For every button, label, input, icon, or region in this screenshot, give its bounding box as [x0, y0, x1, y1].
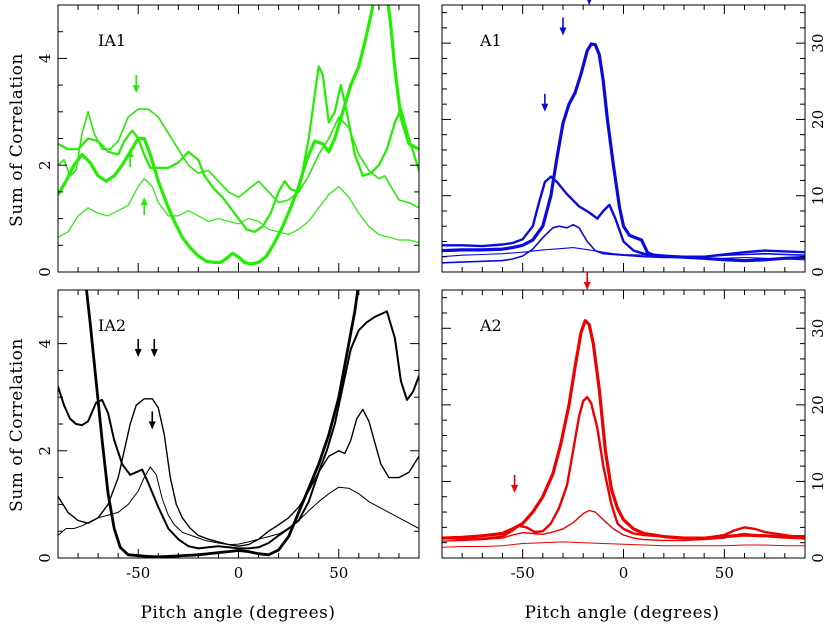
x-axis-title-left: Pitch angle (degrees) — [140, 603, 335, 623]
ia1-y-tick-label: 4 — [36, 54, 54, 64]
a1-y-tick-label: 0 — [809, 267, 827, 277]
ia2-x-tick-label: -50 — [126, 564, 150, 582]
ia1-arrow-1 — [132, 75, 140, 94]
a1-panel-label: A1 — [479, 31, 502, 50]
ia1-series-line-4 — [58, 5, 419, 266]
a2-series-line-1 — [442, 541, 805, 548]
ia2-arrow-1 — [134, 339, 142, 357]
a2-y-tick-label: 0 — [809, 553, 827, 563]
a2-series-group — [442, 319, 805, 548]
ia2-y-tick-label: 4 — [36, 339, 54, 349]
x-axis-title-right: Pitch angle (degrees) — [524, 603, 719, 623]
ia2-x-tick-label: 50 — [329, 564, 348, 582]
a2-panel-label: A2 — [479, 316, 502, 335]
ia1-series-group — [58, 5, 419, 266]
ia1-y-tick-label: 2 — [36, 160, 54, 170]
ia2-y-tick-label: 0 — [36, 553, 54, 563]
ia2-arrow-2 — [150, 339, 158, 357]
a1-arrow-1 — [587, 0, 592, 5]
a1-y-tick-label: 20 — [809, 110, 827, 129]
ia2-series-line-2 — [58, 398, 419, 547]
ia2-x-tick-label: 0 — [234, 564, 244, 582]
ia1-series-line-3 — [58, 65, 419, 233]
a1-series-line-1 — [442, 247, 805, 261]
ia1-y-tick-label: 0 — [36, 267, 54, 277]
a2-arrow-2 — [511, 474, 519, 493]
a1-series-line-4 — [442, 42, 805, 263]
a1-y-tick-label: 30 — [809, 34, 827, 53]
y-axis-title-bottom: Sum of Correlation — [7, 338, 27, 512]
a2-x-tick-label: -50 — [511, 564, 535, 582]
a1-series-line-3 — [442, 175, 805, 258]
ia2-arrow-3 — [148, 411, 156, 430]
ia1-series-line-1 — [58, 178, 419, 244]
y-axis-title-top: Sum of Correlation — [7, 53, 27, 227]
ia1-arrow-2 — [126, 149, 134, 168]
ia2-y-tick-label: 2 — [36, 446, 54, 456]
a2-y-tick-label: 20 — [809, 395, 827, 414]
a2-series-line-3 — [442, 396, 805, 541]
ia2-series-line-3 — [58, 310, 419, 550]
ia2-series-line-4 — [85, 290, 360, 558]
a2-arrow-1 — [583, 272, 591, 290]
a1-arrow-3 — [541, 93, 549, 112]
a2-x-tick-label: 50 — [715, 564, 734, 582]
ia1-series-line-2 — [58, 108, 419, 209]
ia2-series-line-1 — [58, 466, 419, 546]
a1-series-line-2 — [442, 223, 805, 264]
a1-arrow-2 — [559, 17, 567, 36]
a2-y-tick-label: 10 — [809, 472, 827, 491]
ia1-panel-label: IA1 — [98, 31, 126, 50]
ia1-arrow-3 — [140, 197, 148, 216]
a2-x-tick-label: 0 — [619, 564, 629, 582]
a2-series-line-4 — [442, 319, 805, 540]
a1-y-tick-label: 10 — [809, 186, 827, 205]
chart-panel-a2: -50 0 50 0 10 20 30 A2 — [441, 272, 827, 582]
a1-series-group — [442, 42, 805, 264]
chart-panel-ia1: 0 2 4 IA1 — [36, 4, 420, 277]
ia2-panel-label: IA2 — [98, 316, 126, 335]
chart-panel-ia2: -50 0 50 0 2 4 IA2 — [36, 289, 420, 582]
a2-y-tick-label: 30 — [809, 319, 827, 338]
ia2-series-group — [58, 290, 419, 558]
chart-panel-a1: 0 10 20 30 A1 — [441, 0, 827, 277]
